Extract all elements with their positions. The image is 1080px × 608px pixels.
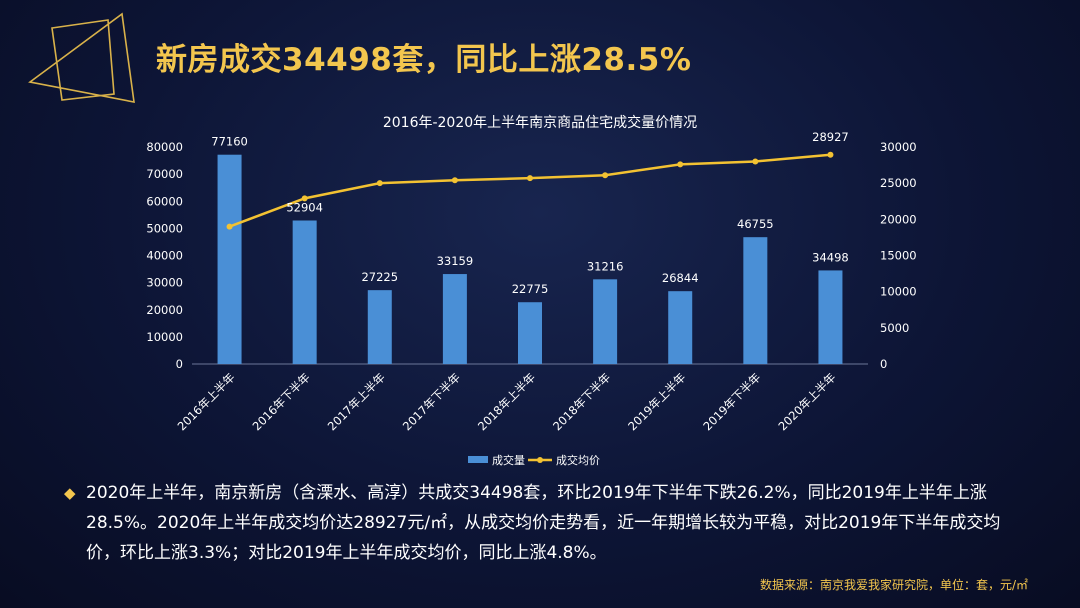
category-tick-label: 2020年上半年 [775,370,838,433]
line-point [827,151,834,158]
legend-label: 成交量 [492,453,525,467]
bar-data-label: 52904 [286,200,323,214]
bar-data-label: 22775 [512,282,549,296]
right-axis-tick-label: 15000 [880,249,917,263]
bar-data-label: 26844 [662,271,699,285]
chart-title: 2016年-2020年上半年南京商品住宅成交量价情况 [383,114,697,131]
bar [292,220,317,364]
bar-data-label: 34498 [812,250,849,264]
line-point [376,180,383,187]
category-tick-label: 2018年下半年 [550,370,613,433]
category-tick-label: 2016年上半年 [175,370,238,433]
line-point [301,195,308,202]
right-axis-tick-label: 0 [880,357,887,371]
legend-swatch-marker [537,457,543,463]
bar-data-label: 27225 [361,270,398,284]
bar [442,274,467,364]
left-axis-tick-label: 0 [176,357,183,371]
bar [518,302,542,364]
bar-data-label: 46755 [737,217,774,231]
bar [818,270,843,364]
page-title: 新房成交34498套，同比上涨28.5% [156,42,692,78]
line-point [752,158,759,165]
left-axis-tick-label: 50000 [146,221,183,235]
line-point [677,161,684,168]
category-tick-label: 2017年上半年 [325,370,388,433]
legend-swatch-bar [468,456,488,463]
price-line [229,153,831,228]
legend-label: 成交均价 [556,453,600,467]
summary-text: 2020年上半年，南京新房（含溧水、高淳）共成交34498套，环比2019年下半… [86,483,1001,563]
bar [668,291,693,364]
bar [217,154,242,364]
combo-chart: 2016年-2020年上半年南京商品住宅成交量价情况 0 10000 20000 300… [146,114,917,467]
bar [743,237,768,364]
left-axis-tick-label: 10000 [146,330,183,344]
left-axis-tick-label: 60000 [146,194,183,208]
diamond-bullet-icon: ◆ [64,484,76,502]
right-axis-tick-label: 30000 [880,140,917,154]
line-data-label: 28927 [812,130,849,144]
right-axis-tick-label: 20000 [880,212,917,226]
decorative-frame-icon [28,12,135,103]
left-axis-tick-label: 40000 [146,249,183,263]
category-tick-label: 2016年下半年 [250,370,313,433]
summary-paragraph: ◆ 2020年上半年，南京新房（含溧水、高淳）共成交34498套，环比2019年… [64,478,1016,568]
category-tick-label: 2019年上半年 [625,370,688,433]
bar [593,279,618,364]
right-axis-tick-label: 25000 [880,176,917,190]
left-axis-tick-label: 30000 [146,276,183,290]
line-point [451,177,458,184]
bar-data-label: 31216 [587,259,624,273]
category-tick-label: 2018年上半年 [475,370,538,433]
left-axis-tick-label: 20000 [146,303,183,317]
right-axis-tick-label: 5000 [880,321,909,335]
data-source-note: 数据来源：南京我爱我家研究院，单位：套，元/㎡ [759,578,1028,592]
category-tick-label: 2019年下半年 [700,370,763,433]
line-point [527,175,533,182]
bar [367,290,392,364]
right-axis-tick-label: 10000 [880,285,917,299]
bar-data-label: 33159 [437,254,474,268]
line-point [226,223,233,230]
bar-data-label: 77160 [211,135,248,149]
left-axis-tick-label: 70000 [146,167,183,181]
line-point [602,172,609,179]
category-tick-label: 2017年下半年 [400,370,463,433]
left-axis-tick-label: 80000 [146,140,183,154]
